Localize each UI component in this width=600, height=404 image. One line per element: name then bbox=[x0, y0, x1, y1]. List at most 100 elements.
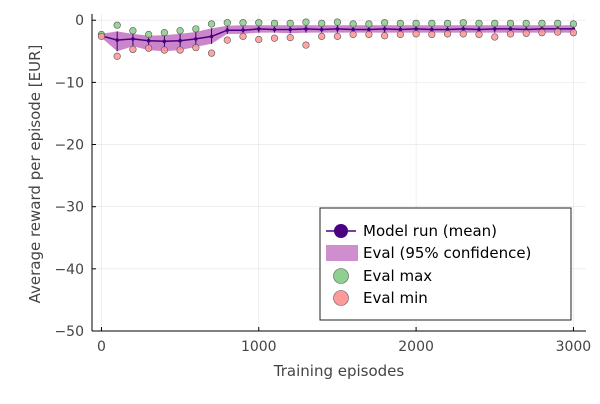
eval-min-point bbox=[506, 30, 515, 38]
eval-max-point bbox=[207, 20, 216, 28]
eval-min-point bbox=[475, 30, 483, 39]
x-tick-label: 3000 bbox=[556, 339, 592, 355]
mean-point bbox=[288, 27, 293, 32]
eval-max-point bbox=[192, 25, 200, 33]
mean-point bbox=[414, 27, 418, 31]
y-tick-label: −50 bbox=[54, 324, 84, 340]
legend-label: Eval max bbox=[363, 267, 432, 285]
x-tick-label: 0 bbox=[97, 339, 106, 355]
eval-max-point bbox=[318, 19, 326, 27]
legend-band-swatch bbox=[326, 245, 358, 261]
eval-max-point bbox=[302, 18, 310, 26]
mean-point bbox=[382, 27, 387, 31]
eval-min-point bbox=[239, 32, 247, 40]
eval-min-point bbox=[569, 29, 578, 37]
eval-min-point bbox=[192, 43, 200, 52]
legend-label: Model run (mean) bbox=[363, 222, 497, 240]
eval-max-point bbox=[365, 20, 373, 28]
eval-min-point bbox=[145, 44, 153, 52]
eval-max-point bbox=[459, 19, 467, 27]
y-axis-label: Average reward per episode [EUR] bbox=[26, 45, 44, 304]
eval-min-point bbox=[113, 52, 121, 60]
mean-point bbox=[272, 27, 277, 32]
eval-max-point bbox=[145, 30, 153, 39]
mean-point bbox=[256, 27, 261, 31]
eval-max-point bbox=[160, 29, 168, 37]
eval-min-point bbox=[522, 29, 530, 37]
mean-point bbox=[194, 37, 198, 41]
eval-max-point bbox=[475, 19, 483, 27]
eval-min-point bbox=[176, 46, 184, 54]
mean-point bbox=[492, 27, 497, 31]
mean-point bbox=[398, 27, 403, 32]
eval-min-point bbox=[365, 30, 373, 39]
mean-point bbox=[162, 39, 167, 44]
x-tick-label: 1000 bbox=[241, 339, 277, 355]
eval-max-point bbox=[129, 27, 137, 35]
x-axis-label: Training episodes bbox=[273, 362, 405, 380]
eval-min-point bbox=[255, 35, 263, 44]
eval-min-point bbox=[396, 30, 404, 39]
eval-min-point bbox=[286, 34, 294, 42]
y-tick-label: 0 bbox=[75, 13, 84, 29]
eval-max-point bbox=[506, 19, 515, 27]
legend-min-swatch bbox=[333, 290, 349, 306]
eval-min-point bbox=[270, 34, 279, 42]
eval-min-point bbox=[129, 45, 137, 54]
eval-max-point bbox=[176, 27, 184, 35]
eval-min-point bbox=[554, 28, 562, 36]
mean-point bbox=[367, 27, 371, 32]
confidence-band-layer bbox=[101, 25, 574, 52]
eval-max-point bbox=[333, 18, 342, 26]
eval-max-point bbox=[270, 19, 279, 27]
eval-max-point bbox=[223, 19, 231, 27]
mean-point bbox=[146, 38, 151, 43]
mean-point bbox=[178, 38, 182, 43]
axes: 0 1000 2000 3000 0 −10 −20 −30 −40 −50 bbox=[54, 13, 591, 355]
legend-label: Eval min bbox=[363, 289, 428, 307]
y-tick-label: −10 bbox=[54, 75, 84, 91]
eval-max-point bbox=[443, 19, 452, 27]
mean-point bbox=[304, 27, 308, 31]
eval-min-point bbox=[381, 32, 389, 40]
y-tick-label: −30 bbox=[54, 200, 84, 216]
eval-max-point bbox=[349, 20, 357, 28]
y-tick-label: −20 bbox=[54, 138, 84, 154]
legend-max-swatch bbox=[333, 268, 349, 284]
eval-min-point bbox=[459, 30, 467, 38]
mean-point bbox=[508, 27, 513, 31]
mean-point bbox=[209, 34, 214, 39]
mean-point bbox=[335, 27, 340, 31]
eval-max-point bbox=[538, 19, 546, 27]
eval-min-point bbox=[349, 30, 357, 39]
eval-max-point bbox=[113, 21, 121, 29]
eval-min-point bbox=[223, 36, 231, 44]
eval-min-point bbox=[318, 32, 326, 40]
eval-min-point bbox=[160, 46, 168, 54]
legend-label: Eval (95% confidence) bbox=[363, 244, 531, 262]
eval-max-point bbox=[428, 19, 436, 27]
mean-point bbox=[477, 27, 481, 32]
eval-max-point bbox=[381, 19, 389, 27]
mean-point bbox=[461, 27, 466, 31]
mean-point bbox=[115, 38, 119, 42]
y-tick-label: −40 bbox=[54, 262, 84, 278]
confidence-band bbox=[101, 25, 574, 52]
eval-max-point bbox=[491, 19, 499, 27]
eval-max-point bbox=[396, 19, 404, 27]
eval-min-point bbox=[333, 32, 342, 40]
eval-max-point bbox=[239, 19, 247, 27]
eval-max-point bbox=[255, 19, 263, 27]
eval-max-point bbox=[569, 20, 578, 28]
x-tick-label: 2000 bbox=[398, 339, 434, 355]
eval-min-point bbox=[428, 30, 436, 39]
eval-min-point bbox=[443, 30, 452, 38]
legend-box bbox=[319, 207, 572, 321]
mean-point bbox=[319, 27, 324, 32]
eval-min-point bbox=[412, 30, 420, 38]
eval-max-point bbox=[412, 19, 420, 27]
eval-min-point bbox=[538, 29, 546, 37]
eval-min-point bbox=[97, 32, 106, 40]
